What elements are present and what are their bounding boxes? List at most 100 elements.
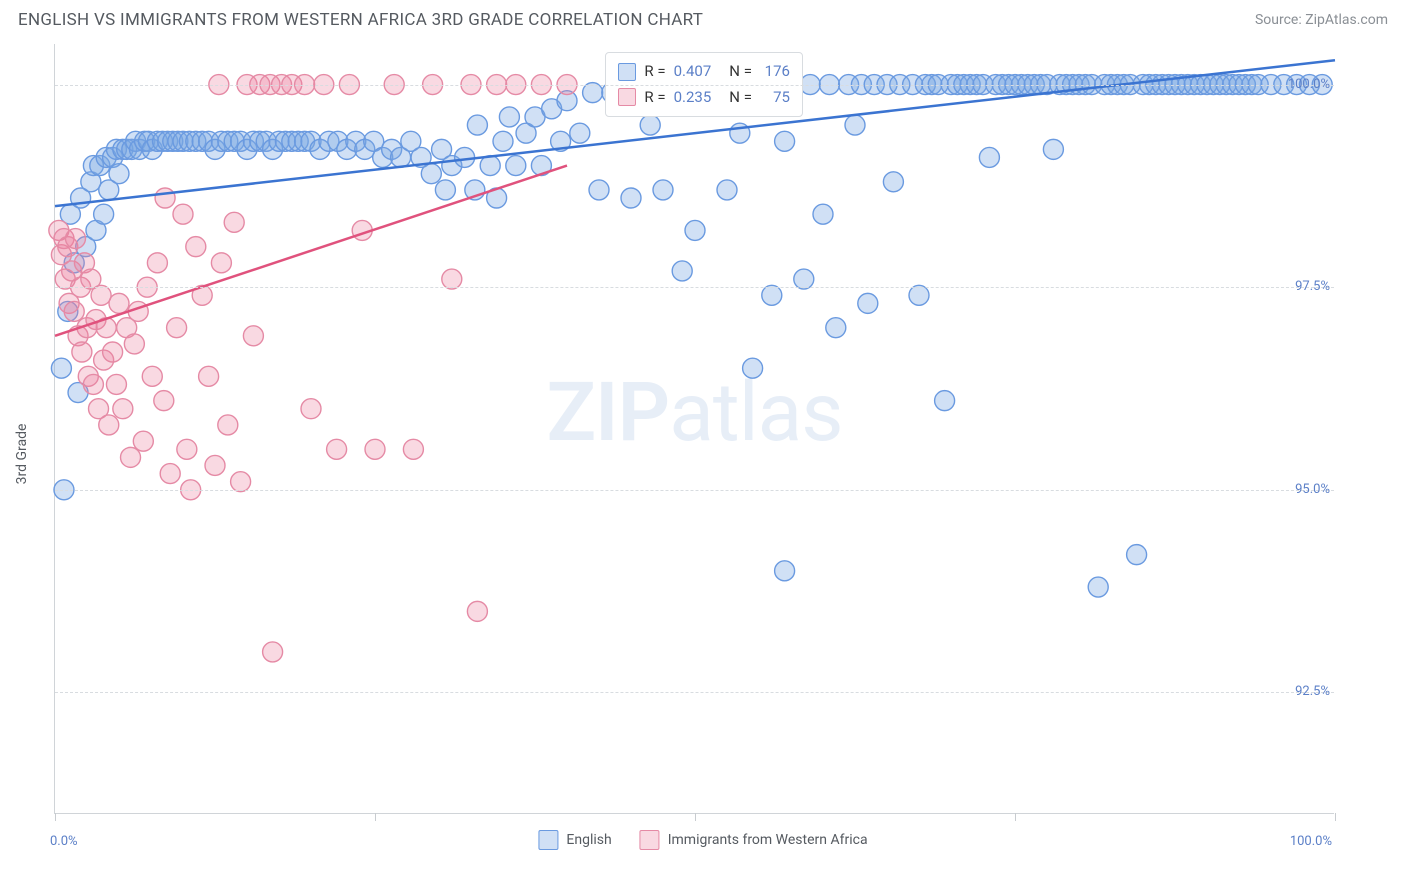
- ytick-label: 97.5%: [1276, 279, 1330, 294]
- legend-item-english: English: [538, 830, 611, 850]
- data-point: [301, 399, 321, 419]
- stats-n-value: 75: [760, 85, 790, 111]
- xtick-mark: [1015, 813, 1016, 821]
- ytick-label: 100.0%: [1276, 77, 1330, 92]
- stats-r-value: 0.235: [674, 85, 712, 111]
- data-point: [142, 366, 162, 386]
- stats-r-value: 0.407: [674, 59, 712, 85]
- scatter-svg: [55, 44, 1334, 813]
- data-point: [717, 180, 737, 200]
- data-point: [653, 180, 673, 200]
- data-point: [935, 391, 955, 411]
- data-point: [1088, 577, 1108, 597]
- xtick-mark: [375, 813, 376, 821]
- data-point: [218, 415, 238, 435]
- data-point: [243, 326, 263, 346]
- data-point: [155, 188, 175, 208]
- data-point: [775, 131, 795, 151]
- data-point: [1043, 139, 1063, 159]
- grid-line: [55, 490, 1334, 491]
- stats-n-value: 176: [760, 59, 790, 85]
- data-point: [186, 237, 206, 257]
- data-point: [51, 358, 71, 378]
- data-point: [231, 472, 251, 492]
- data-point: [199, 366, 219, 386]
- legend-swatch-english: [538, 830, 558, 850]
- data-point: [499, 107, 519, 127]
- data-point: [64, 301, 84, 321]
- chart-container: 3rd Grade ZIPatlas R =0.407N =176R =0.23…: [18, 44, 1388, 864]
- data-point: [99, 415, 119, 435]
- stats-r-label: R =: [644, 85, 665, 111]
- data-point: [826, 318, 846, 338]
- data-point: [133, 431, 153, 451]
- data-point: [621, 188, 641, 208]
- data-point: [211, 253, 231, 273]
- data-point: [327, 439, 347, 459]
- data-point: [91, 285, 111, 305]
- data-point: [72, 342, 92, 362]
- data-point: [583, 83, 603, 103]
- plot-area: ZIPatlas R =0.407N =176R =0.235N =75: [54, 44, 1334, 814]
- xtick-mark: [1335, 813, 1336, 821]
- data-point: [480, 156, 500, 176]
- data-point: [506, 156, 526, 176]
- y-axis-label: 3rd Grade: [14, 424, 30, 485]
- data-point: [154, 391, 174, 411]
- data-point: [94, 204, 114, 224]
- data-point: [177, 439, 197, 459]
- data-point: [435, 180, 455, 200]
- chart-title: ENGLISH VS IMMIGRANTS FROM WESTERN AFRIC…: [18, 10, 703, 30]
- data-point: [570, 123, 590, 143]
- data-point: [160, 464, 180, 484]
- data-point: [121, 447, 141, 467]
- data-point: [467, 115, 487, 135]
- data-point: [762, 285, 782, 305]
- data-point: [794, 269, 814, 289]
- data-point: [845, 115, 865, 135]
- data-point: [640, 115, 660, 135]
- data-point: [403, 439, 423, 459]
- data-point: [205, 455, 225, 475]
- xtick-mark: [55, 813, 56, 821]
- stats-r-label: R =: [644, 59, 665, 85]
- data-point: [442, 269, 462, 289]
- data-point: [1127, 545, 1147, 565]
- data-point: [224, 212, 244, 232]
- data-point: [263, 642, 283, 662]
- stats-n-label: N =: [729, 85, 752, 111]
- legend-item-immigrants: Immigrants from Western Africa: [640, 830, 868, 850]
- source-attribution: Source: ZipAtlas.com: [1255, 12, 1388, 28]
- data-point: [365, 439, 385, 459]
- ytick-label: 92.5%: [1276, 684, 1330, 699]
- data-point: [167, 318, 187, 338]
- stats-swatch: [618, 63, 636, 81]
- legend-label-english: English: [566, 832, 611, 848]
- data-point: [493, 131, 513, 151]
- grid-line: [55, 287, 1334, 288]
- legend: English Immigrants from Western Africa: [538, 830, 867, 850]
- data-point: [109, 164, 129, 184]
- xtick-label-max: 100.0%: [1290, 834, 1332, 849]
- stats-row: R = 0.235 N = 75: [618, 85, 790, 111]
- data-point: [775, 561, 795, 581]
- data-point: [124, 334, 144, 354]
- data-point: [813, 204, 833, 224]
- data-point: [147, 253, 167, 273]
- data-point: [589, 180, 609, 200]
- data-point: [173, 204, 193, 224]
- data-point: [685, 220, 705, 240]
- stats-row: R = 0.407 N = 176: [618, 59, 790, 85]
- data-point: [65, 229, 85, 249]
- grid-line: [55, 85, 1334, 86]
- stats-n-label: N =: [729, 59, 752, 85]
- data-point: [672, 261, 692, 281]
- data-point: [858, 293, 878, 313]
- legend-swatch-immigrants: [640, 830, 660, 850]
- data-point: [979, 147, 999, 167]
- data-point: [421, 164, 441, 184]
- data-point: [743, 358, 763, 378]
- data-point: [109, 293, 129, 313]
- data-point: [909, 285, 929, 305]
- ytick-label: 95.0%: [1276, 482, 1330, 497]
